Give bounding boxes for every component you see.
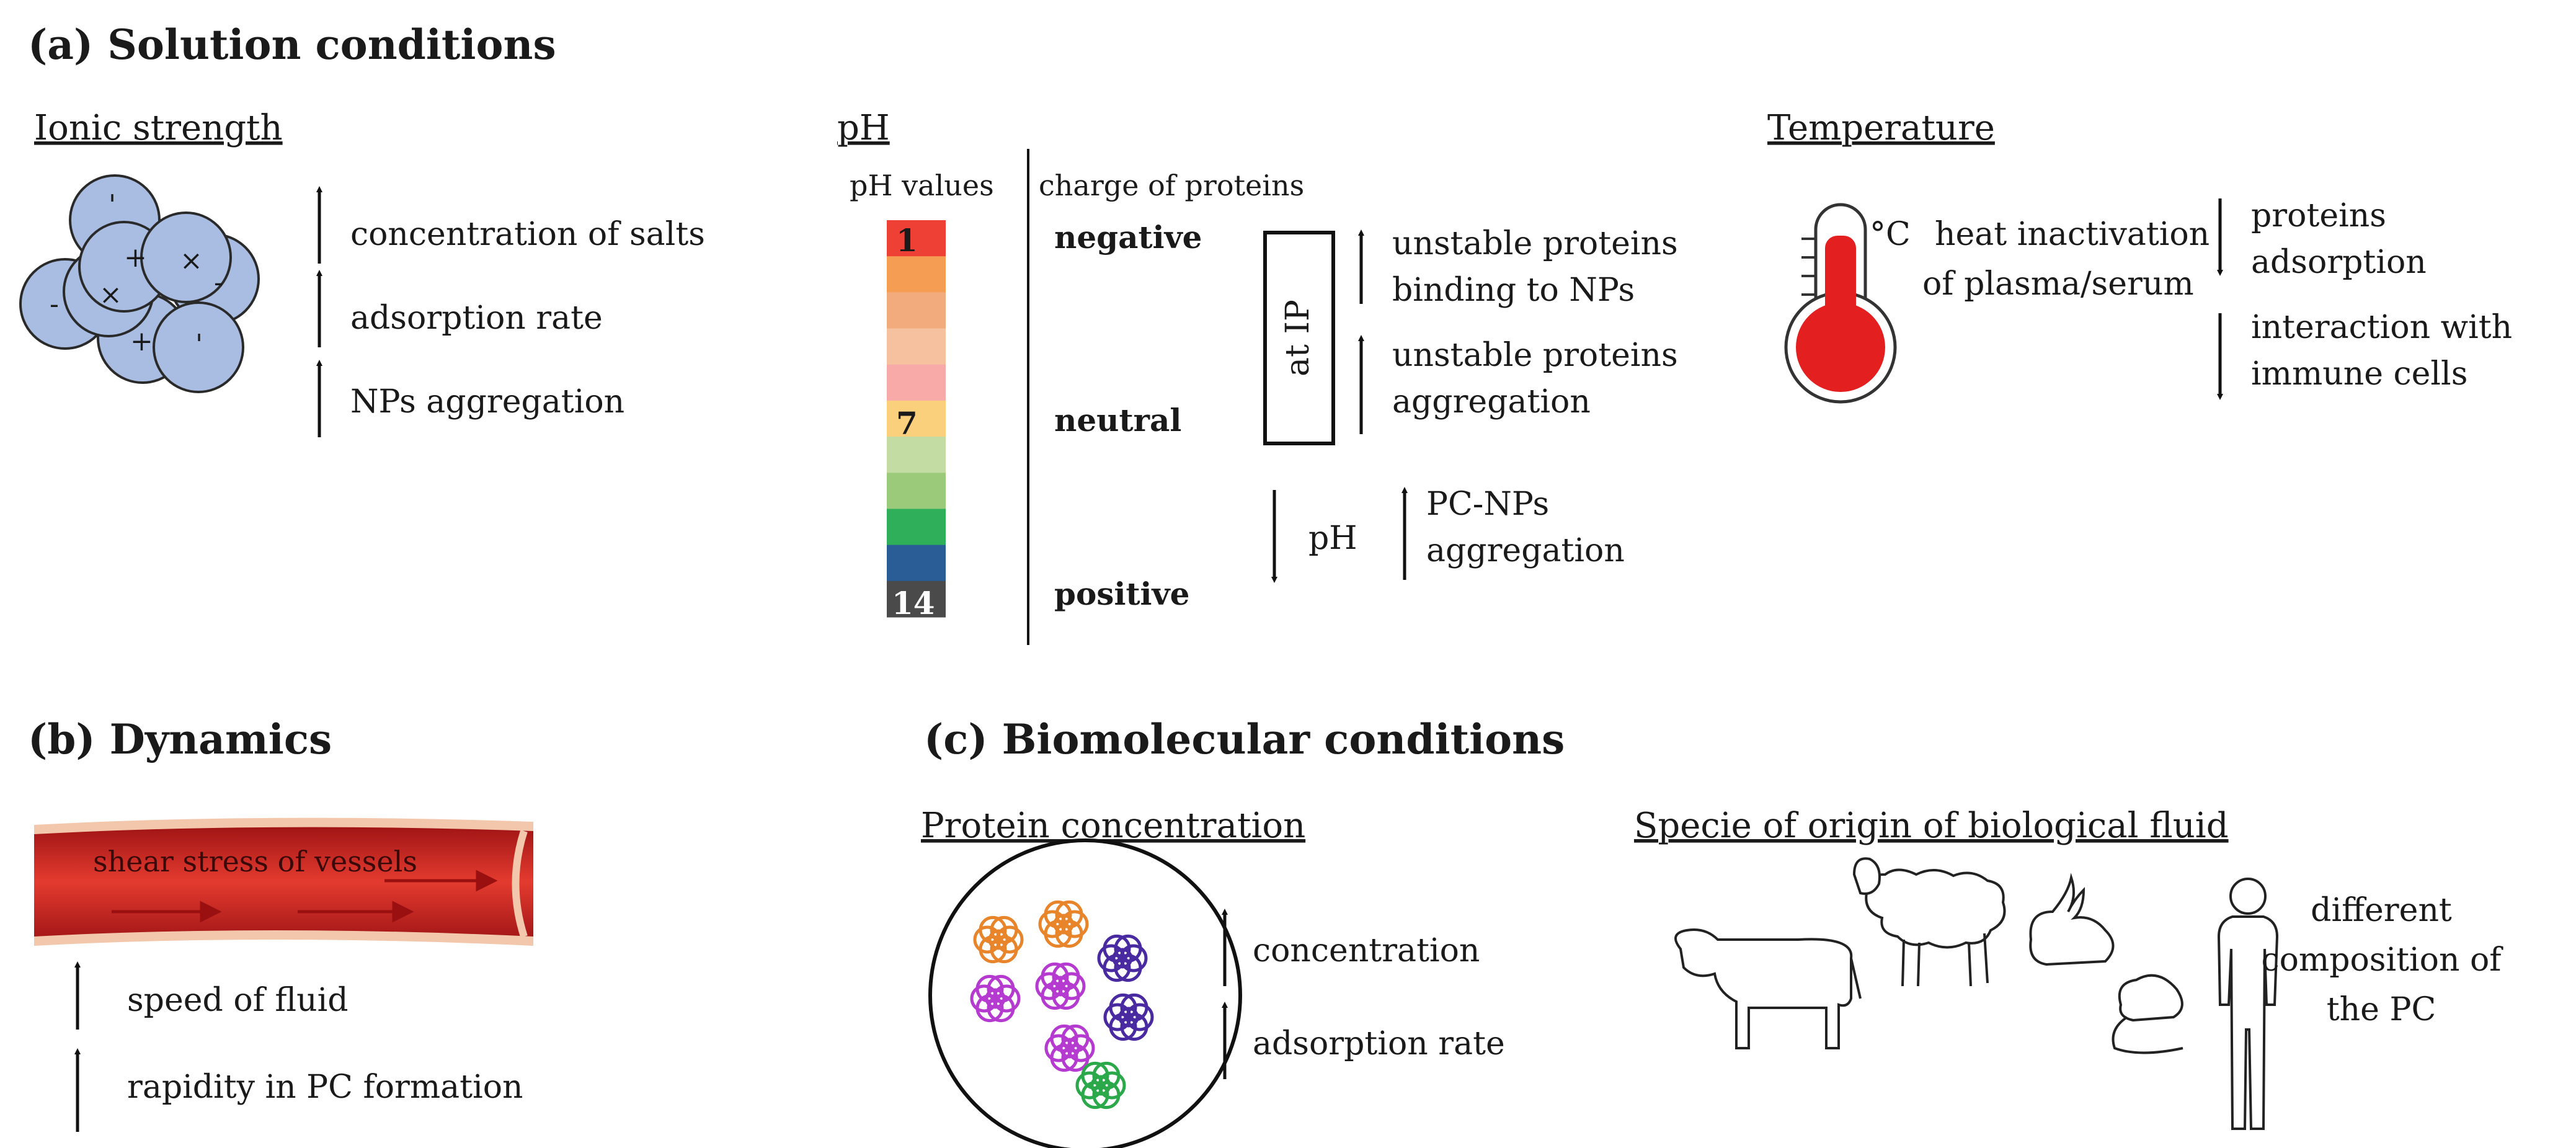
ip-box-label: at IP (1279, 300, 1317, 376)
ph-color-band (887, 364, 946, 401)
ph-color-band (887, 328, 946, 365)
ph-effect: binding to NPs (1392, 272, 1635, 309)
ph-color-band (887, 256, 946, 293)
ph-color-band (887, 581, 946, 618)
ph-effect: unstable proteins (1392, 225, 1678, 262)
temperature-cause: of plasma/serum (1922, 265, 2194, 303)
ionic-item: concentration of salts (350, 216, 705, 253)
solution-title: (a) Solution conditions (28, 20, 556, 69)
charge-neutral: neutral (1054, 402, 1181, 438)
low-ph-label: pH (1308, 520, 1357, 557)
ion-cluster-illustration (19, 174, 260, 393)
ion-charge: ' (195, 329, 203, 360)
ionic-item: adsorption rate (350, 300, 603, 337)
protein-blob (1075, 1061, 1126, 1110)
temperature-effect: immune cells (2251, 355, 2467, 393)
protein-blob (973, 915, 1024, 964)
protein-item: concentration (1253, 932, 1480, 969)
ph-effect: aggregation (1392, 383, 1591, 420)
temperature-effect: proteins (2251, 197, 2386, 234)
charge-header: charge of proteins (1039, 169, 1304, 202)
ion-charge: - (50, 288, 59, 320)
ph-scale (887, 220, 946, 618)
ion-charges: ' + × - × - + ' (50, 189, 223, 360)
ph-scale-label: 1 (896, 222, 918, 259)
ip-box (1263, 231, 1335, 445)
temperature-effect: interaction with (2251, 309, 2512, 346)
ion-charge: × (180, 245, 203, 277)
ph-color-band (887, 292, 946, 329)
ph-color-band (887, 400, 946, 437)
ph-color-band (887, 545, 946, 582)
ion-circle (153, 301, 244, 393)
temperature-title: Temperature (1767, 108, 1995, 148)
ion-circle (140, 211, 232, 303)
dynamics-item: rapidity in PC formation (127, 1069, 523, 1106)
ion-charge: ' (109, 189, 116, 221)
animal-silhouettes (1674, 857, 2279, 1130)
ph-color-band (887, 509, 946, 546)
ph-values-header: pH values (850, 169, 994, 202)
thermometer-icon (1784, 203, 1897, 404)
charge-positive: positive (1054, 576, 1189, 612)
protein-blob (1103, 993, 1154, 1041)
blood-vessel-illustration (34, 817, 533, 946)
vessel-label: shear stress of vessels (93, 845, 417, 878)
ph-arrows (1271, 229, 1408, 583)
temperature-unit: °C (1870, 216, 1911, 253)
ionic-title: Ionic strength (34, 108, 283, 148)
ionic-item: NPs aggregation (350, 383, 624, 420)
temperature-cause: heat inactivation (1935, 216, 2210, 253)
species-note: different (2311, 892, 2452, 929)
species-note: the PC (2327, 991, 2436, 1028)
ion-charge: + (130, 326, 153, 357)
charge-negative: negative (1054, 219, 1202, 256)
protein-blob (1038, 900, 1089, 948)
protein-blobs (970, 900, 1154, 1110)
pc-effect: aggregation (1426, 532, 1625, 569)
ion-charge: + (124, 242, 147, 274)
sheep-icon (1852, 857, 2006, 987)
protein-blob (1044, 1024, 1095, 1072)
ph-color-band (887, 437, 946, 473)
biomolecular-title: (c) Biomolecular conditions (924, 715, 1565, 763)
protein-item: adsorption rate (1253, 1025, 1505, 1062)
ph-effect: unstable proteins (1392, 337, 1678, 374)
ph-title: pH (837, 108, 890, 148)
temperature-effect: adsorption (2251, 244, 2427, 281)
dynamics-title: (b) Dynamics (28, 715, 332, 763)
human-icon (2217, 878, 2279, 1130)
species-title: Specie of origin of biological fluid (1634, 806, 2229, 846)
ph-color-band (887, 220, 946, 257)
ph-scale-label: 14 (892, 585, 935, 621)
ph-color-band (887, 473, 946, 509)
protein-title: Protein concentration (921, 806, 1305, 846)
ion-charge: × (99, 279, 122, 311)
dynamics-item: speed of fluid (127, 982, 349, 1019)
rabbit-icon (2029, 873, 2115, 966)
ion-charge: - (214, 267, 223, 298)
species-note: composition of (2261, 941, 2503, 979)
ph-scale-label: 7 (896, 405, 918, 442)
protein-blob (1097, 934, 1148, 982)
cow-icon (1674, 928, 1862, 1049)
protein-blob (970, 974, 1021, 1023)
protein-blob (1035, 962, 1086, 1010)
pc-effect: PC-NPs (1426, 486, 1549, 523)
mouse-icon (2112, 974, 2183, 1054)
